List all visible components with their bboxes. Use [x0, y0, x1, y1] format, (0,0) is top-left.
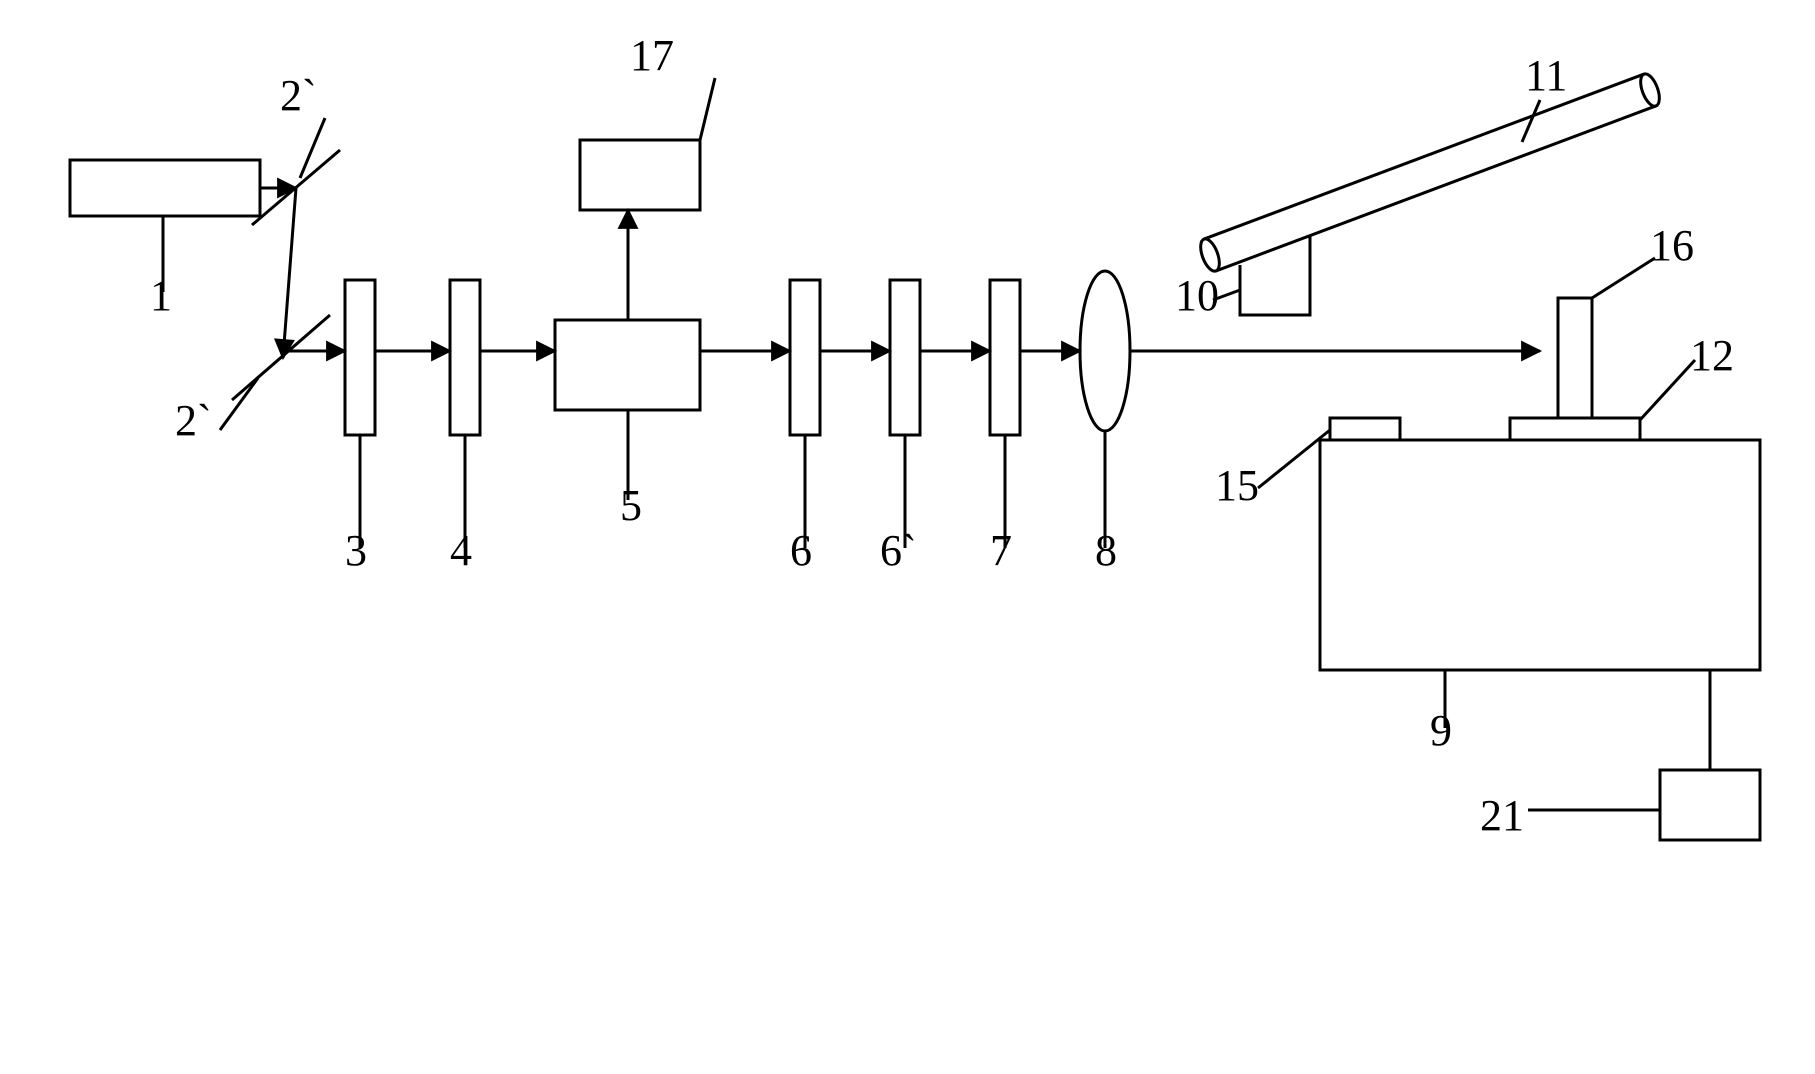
label-5: 5 — [620, 481, 642, 530]
label-2`: 2` — [280, 71, 317, 120]
label-9: 9 — [1430, 706, 1452, 755]
lens-8 — [1080, 271, 1130, 431]
label-21: 21 — [1480, 791, 1524, 840]
beam-m1-m2 — [283, 188, 296, 358]
label-11: 11 — [1525, 51, 1567, 100]
label-6: 6 — [790, 526, 812, 575]
leader-16 — [1592, 258, 1655, 298]
optic-e6 — [790, 280, 820, 435]
label-10: 10 — [1175, 271, 1219, 320]
rod-11-edge-a — [1216, 106, 1656, 271]
stage-9 — [1320, 440, 1760, 670]
rod-11-cap-right — [1637, 71, 1663, 108]
optic-e7 — [990, 280, 1020, 435]
leader-12 — [1640, 360, 1695, 420]
sample-post-16 — [1558, 298, 1592, 418]
label-15: 15 — [1215, 461, 1259, 510]
label-12: 12 — [1690, 331, 1734, 380]
rod-11-edge-b — [1204, 74, 1644, 239]
label-4: 4 — [450, 526, 472, 575]
optic-e6p — [890, 280, 920, 435]
optic-e3 — [345, 280, 375, 435]
stage-cap-left-15 — [1330, 418, 1400, 440]
module-21 — [1660, 770, 1760, 840]
label-3: 3 — [345, 526, 367, 575]
label-16: 16 — [1650, 221, 1694, 270]
label-1: 1 — [150, 271, 172, 320]
optical-schematic: 1 2` 2` 3 4 5 17 6 6` 7 8 10 11 16 12 15 9 21 — [0, 0, 1815, 1074]
optic-e4 — [450, 280, 480, 435]
block-5 — [555, 320, 700, 410]
label-8: 8 — [1095, 526, 1117, 575]
label-2`: 2` — [175, 396, 212, 445]
detector-17 — [580, 140, 700, 210]
label-6`: 6` — [880, 526, 917, 575]
stage-cap-right-12 — [1510, 418, 1640, 440]
bracket-10 — [1240, 235, 1310, 315]
leader-2` — [220, 378, 258, 430]
source-box-1 — [70, 160, 260, 216]
leader-2` — [300, 118, 325, 178]
leader-11 — [1522, 100, 1540, 142]
mirror-2-lower — [232, 315, 330, 400]
label-7: 7 — [990, 526, 1012, 575]
leader-17 — [700, 78, 715, 140]
label-17: 17 — [630, 31, 674, 80]
rod-11-cap-left — [1197, 236, 1223, 273]
